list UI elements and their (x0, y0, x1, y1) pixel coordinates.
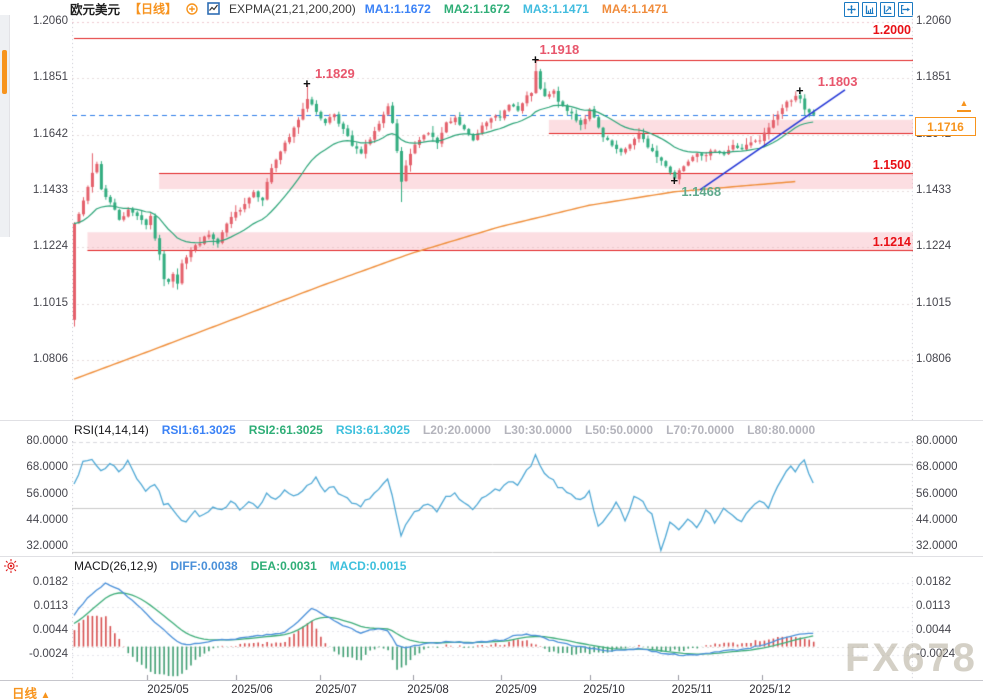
rsi-value: RSI1:61.3025 (161, 423, 236, 437)
price-axis-label: 1.1851 (916, 71, 952, 84)
sun-indicator-icon[interactable] (3, 558, 19, 574)
current-price-tag: 1.1716 (915, 117, 976, 136)
ma-values: MA1:1.1672 MA2:1.1672 MA3:1.1471 MA4:1.1471 (365, 2, 668, 16)
macd-axis-label: 0.0113 (916, 600, 951, 613)
price-axis-label: 1.1433 (32, 183, 68, 196)
month-label: 2025/08 (407, 684, 449, 696)
ma-value: MA3:1.1471 (522, 1, 589, 16)
price-axis-label: 1.1015 (916, 296, 952, 309)
macd-chart[interactable] (72, 577, 913, 680)
rsi-value: L50:50.0000 (585, 423, 654, 437)
panel-divider (0, 556, 983, 557)
period-tag[interactable]: 【日线】 (129, 2, 178, 16)
macd-header: MACD(26,12,9) DIFF:0.0038 DEA:0.0031 MACD:… (74, 559, 406, 573)
ma-value: MA1:1.1672 (364, 1, 431, 16)
rsi-values: RSI1:61.3025 RSI2:61.3025 RSI3:61.3025 L20:… (162, 423, 816, 437)
rsi-value: L20:20.0000 (422, 423, 491, 437)
price-axis-label: 1.1642 (32, 127, 68, 140)
rsi-axis-label: 44.0000 (916, 513, 958, 526)
rsi-axis-label: 80.0000 (26, 435, 68, 447)
month-label: 2025/07 (315, 684, 357, 696)
rsi-value: L30:30.0000 (503, 423, 573, 437)
macd-title[interactable]: MACD(26,12,9) (74, 559, 158, 573)
rsi-value: RSI3:61.3025 (335, 423, 410, 437)
add-indicator-icon[interactable] (186, 2, 198, 15)
month-label: 2025/09 (495, 684, 537, 696)
chart-type-icon[interactable] (207, 2, 220, 15)
month-label: 2025/10 (583, 684, 625, 696)
price-axis-label: 1.0806 (32, 352, 68, 365)
macd-axis-label: 0.0113 (33, 600, 68, 613)
price-up-arrow-icon: ▲ (957, 99, 971, 112)
rsi-title[interactable]: RSI(14,14,14) (74, 423, 149, 437)
price-axis-label: 1.1015 (32, 296, 68, 309)
ma-value: MA4:1.1471 (601, 1, 668, 16)
scrollbar-thumb[interactable] (2, 50, 7, 94)
panel-divider (0, 420, 983, 421)
indicator-label[interactable]: EXPMA(21,21,200,200) (229, 1, 356, 16)
ma-value: MA2:1.1672 (443, 1, 510, 16)
macd-axis-label: 0.0182 (32, 576, 68, 588)
rsi-axis-label: 68.0000 (916, 461, 958, 474)
month-label: 2025/11 (671, 684, 713, 696)
price-axis-label: 1.1224 (916, 240, 952, 253)
rsi-value: RSI2:61.3025 (248, 423, 323, 437)
pan-right-icon[interactable] (898, 2, 913, 17)
macd-values: DIFF:0.0038 DEA:0.0031 MACD:0.0015 (170, 559, 406, 573)
axis-divider (0, 680, 983, 681)
watermark: FX678 (845, 636, 978, 680)
rsi-axis-label: 56.0000 (26, 487, 68, 500)
symbol-title: 欧元美元 (70, 3, 121, 17)
timeframe-arrow-icon: ▲ (40, 690, 51, 699)
chart-header: 欧元美元 【日线】 EXPMA(21,21,200,200) MA1:1.167… (70, 1, 668, 18)
main-price-chart[interactable] (72, 15, 913, 420)
current-price-value: 1.1716 (927, 119, 964, 134)
macd-value: DEA:0.0031 (250, 559, 317, 573)
macd-value: DIFF:0.0038 (170, 559, 238, 573)
month-label: 2025/12 (749, 684, 791, 696)
x-axis-strip: 日线 ▲ 2025/05 2025/06 2025/07 2025/08 2025/09… (0, 681, 983, 699)
macd-value: MACD:0.0015 (329, 559, 407, 573)
macd-axis-label: 0.0182 (916, 576, 952, 588)
price-axis-label: 1.1224 (32, 240, 68, 253)
rsi-axis-label: 44.0000 (26, 513, 68, 526)
macd-axis-label: 0.0044 (32, 624, 68, 637)
month-label: 2025/06 (231, 684, 273, 696)
left-scrollbar[interactable] (0, 15, 10, 237)
rsi-value: L80:80.0000 (747, 423, 816, 437)
macd-axis-label: -0.0024 (28, 647, 68, 660)
rsi-axis-label: 68.0000 (26, 461, 68, 474)
rsi-axis-label: 32.0000 (916, 540, 958, 553)
price-axis-label: 1.0806 (916, 352, 952, 365)
rsi-axis-label: 56.0000 (916, 487, 958, 500)
rsi-axis-label: 80.0000 (916, 435, 958, 447)
rsi-header: RSI(14,14,14) RSI1:61.3025 RSI2:61.3025 RS… (74, 423, 815, 437)
month-label: 2025/05 (147, 684, 189, 696)
rsi-axis-label: 32.0000 (26, 540, 68, 553)
axis-arrow-icon[interactable] (880, 2, 895, 17)
price-axis-label: 1.1433 (916, 183, 952, 196)
rsi-chart[interactable] (72, 441, 913, 555)
price-axis-label: 1.1851 (32, 71, 68, 84)
price-axis-label: 1.2060 (916, 15, 952, 27)
rsi-value: L70:70.0000 (666, 423, 735, 437)
timeframe-label: 日线 (12, 687, 38, 699)
price-axis-label: 1.2060 (32, 15, 68, 27)
timeframe-selector[interactable]: 日线 ▲ (12, 683, 50, 699)
